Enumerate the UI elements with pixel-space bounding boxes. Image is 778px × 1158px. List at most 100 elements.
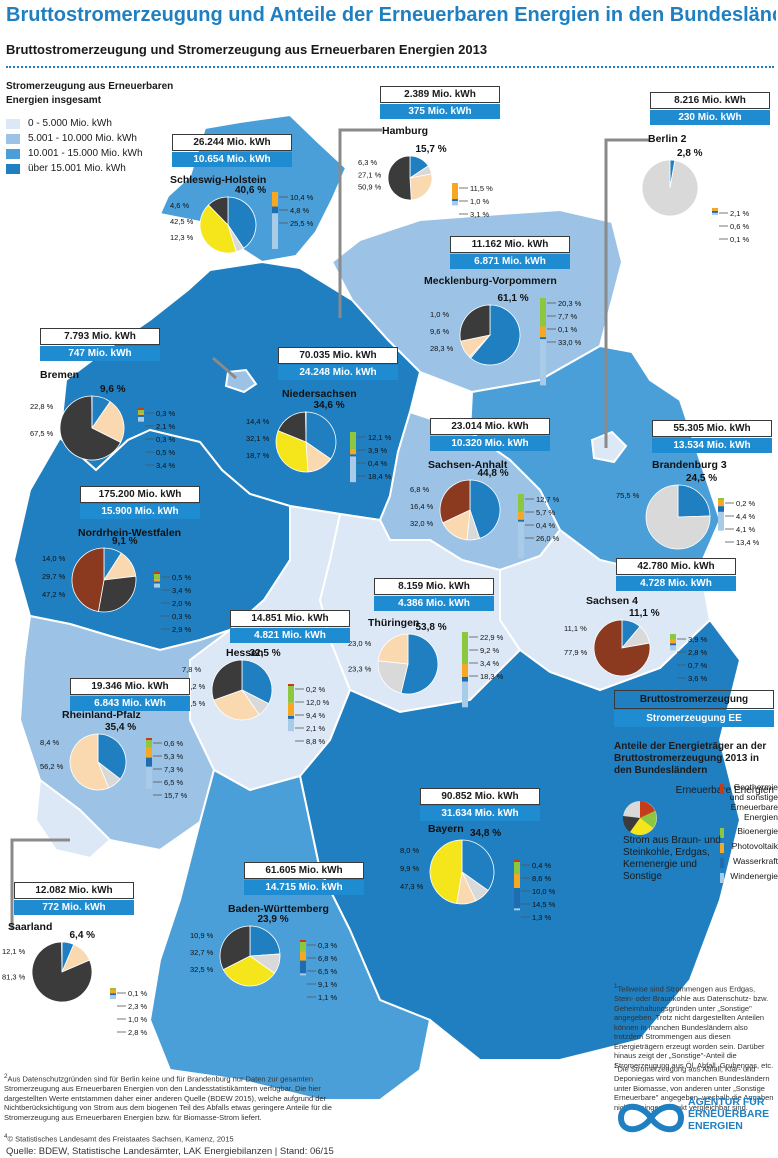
pie-niedersachsen xyxy=(275,411,337,473)
infinity-logo-icon xyxy=(617,1103,685,1133)
value-box-bayern: 90.852 Mio. kWh 31.634 Mio. kWh xyxy=(420,788,540,821)
connector-bremen xyxy=(212,356,237,380)
ee-bar-label: 0,5 % xyxy=(172,573,192,582)
state-name-hamburg: Hamburg xyxy=(382,125,428,137)
chart-key: Bruttostromerzeugung Stromerzeugung EE A… xyxy=(614,690,774,796)
pie-label: 23,3 % xyxy=(348,665,372,674)
legend-item: 5.001 - 10.000 Mio. kWh xyxy=(6,131,176,146)
ee-bar-label: 12,7 % xyxy=(536,495,560,504)
ee-bar-label: 0,6 % xyxy=(730,222,750,231)
value-box-baden-w-rttemberg: 61.605 Mio. kWh 14.715 Mio. kWh xyxy=(244,862,364,895)
ee-bar-label: 1,0 % xyxy=(128,1015,148,1024)
pie-baden-w-rttemberg xyxy=(219,925,281,987)
value-box-brandenburg: 55.305 Mio. kWh 13.534 Mio. kWh xyxy=(652,420,772,453)
ee-bar-label: 0,3 % xyxy=(318,941,338,950)
key-swatch xyxy=(720,843,724,853)
ee-bar-segment xyxy=(514,862,520,875)
key-ee-title: Erneuerbare Energien xyxy=(675,785,774,796)
ee-generation: 747 Mio. kWh xyxy=(40,346,160,361)
ee-generation: 15.900 Mio. kWh xyxy=(80,504,200,519)
ee-bar-segment xyxy=(146,757,152,767)
pie-label: 6,3 % xyxy=(358,158,378,167)
ee-bars-baden-w-rttemberg xyxy=(300,940,306,976)
total-generation: 23.014 Mio. kWh xyxy=(430,418,550,435)
pie-label: 11,1 % xyxy=(564,624,587,633)
ee-bar-segment xyxy=(670,643,676,646)
ee-bar-segment xyxy=(272,206,278,214)
ee-bars-sachsen xyxy=(670,634,676,651)
ee-bar-segment xyxy=(718,511,724,531)
ee-bar-label: 6,8 % xyxy=(318,954,338,963)
ee-generation: 14.715 Mio. kWh xyxy=(244,880,364,895)
legend-item: über 15.001 Mio. kWh xyxy=(6,161,176,176)
logo-line: ERNEUERBARE xyxy=(688,1108,770,1120)
logo-line: AGENTUR FÜR xyxy=(688,1096,765,1108)
ee-bar-segment xyxy=(110,995,116,1000)
total-generation: 90.852 Mio. kWh xyxy=(420,788,540,805)
value-box-hamburg: 2.389 Mio. kWh 375 Mio. kWh xyxy=(380,86,500,119)
ee-bar-segment xyxy=(154,581,160,584)
pie-slice xyxy=(91,401,125,443)
ee-bar-segment xyxy=(540,326,546,338)
pie-slice xyxy=(470,304,521,366)
pie-slice xyxy=(227,196,257,249)
state-name-hessen: Hessen xyxy=(226,647,263,659)
pie-slice xyxy=(645,484,711,550)
title-divider xyxy=(6,66,774,68)
pie-saarland xyxy=(31,941,93,1003)
pie-label: 47,3 % xyxy=(400,882,424,891)
value-box-th-ringen: 8.159 Mio. kWh 4.386 Mio. kWh xyxy=(374,578,494,611)
ee-bar-label: 5,3 % xyxy=(164,752,184,761)
pie-slice xyxy=(439,479,471,524)
ee-bar-segment xyxy=(138,408,144,410)
ee-bar-segment xyxy=(718,500,724,507)
pie-label: 32,0 % xyxy=(410,519,434,528)
value-box-sachsen-anhalt: 23.014 Mio. kWh 10.320 Mio. kWh xyxy=(430,418,550,451)
ee-bar-label: 0,1 % xyxy=(558,325,578,334)
ee-generation: 375 Mio. kWh xyxy=(380,104,500,119)
footnote-1b-text: Die Stromerzeugung aus Abfall, Klär- und… xyxy=(614,1064,774,1112)
ee-bars-bayern xyxy=(514,860,520,911)
value-box-berlin: 8.216 Mio. kWh 230 Mio. kWh xyxy=(650,92,770,125)
pie-label: 6,4 % xyxy=(70,930,96,941)
ee-bar-label: 8,6 % xyxy=(532,874,552,883)
ee-bar-label: 6,5 % xyxy=(318,967,338,976)
pie-label: 12,1 % xyxy=(2,947,26,956)
ee-bar-segment xyxy=(138,412,144,415)
pie-brandenburg xyxy=(645,484,711,550)
ee-bar-label: 0,4 % xyxy=(532,861,552,870)
page-subtitle: Bruttostromerzeugung und Stromerzeugung … xyxy=(6,42,488,57)
pie-slice xyxy=(241,659,273,705)
legend-swatch xyxy=(6,148,20,159)
key-category-label: Wasserkraft xyxy=(732,856,778,866)
ee-bar-segment xyxy=(670,645,676,651)
ee-bar-label: 1,3 % xyxy=(532,913,552,922)
pie-slice xyxy=(219,925,251,971)
key-categories: Geothermie und sonstige Erneuerbare Ener… xyxy=(720,782,778,886)
ee-bar-segment xyxy=(146,766,152,789)
total-generation: 2.389 Mio. kWh xyxy=(380,86,500,103)
ee-bar-label: 7,3 % xyxy=(164,765,184,774)
connector-saarland xyxy=(10,838,70,930)
value-box-hessen: 14.851 Mio. kWh 4.821 Mio. kWh xyxy=(230,610,350,643)
connector-lines xyxy=(10,128,650,930)
pie-slice xyxy=(387,155,412,201)
ee-bar-label: 1,0 % xyxy=(470,197,490,206)
footnote-mark: 4 xyxy=(4,1133,8,1140)
ee-generation: 24.248 Mio. kWh xyxy=(278,365,398,380)
ee-bar-label: 18,3 % xyxy=(480,672,504,681)
ee-bar-segment xyxy=(670,634,676,640)
value-box-saarland: 12.082 Mio. kWh 772 Mio. kWh xyxy=(14,882,134,915)
pie-slice xyxy=(97,733,127,780)
total-generation: 8.159 Mio. kWh xyxy=(374,578,494,595)
ee-bar-segment xyxy=(452,201,458,206)
ee-bar-segment xyxy=(110,993,116,996)
total-generation: 55.305 Mio. kWh xyxy=(652,420,772,437)
pie-rheinland-pfalz xyxy=(69,733,127,791)
legend-item: 10.001 - 15.000 Mio. kWh xyxy=(6,146,176,161)
ee-bar-label: 3,6 % xyxy=(688,674,708,683)
region-berlin xyxy=(590,430,628,464)
ee-generation: 4.386 Mio. kWh xyxy=(374,596,494,611)
ee-bar-label: 0,6 % xyxy=(164,739,184,748)
